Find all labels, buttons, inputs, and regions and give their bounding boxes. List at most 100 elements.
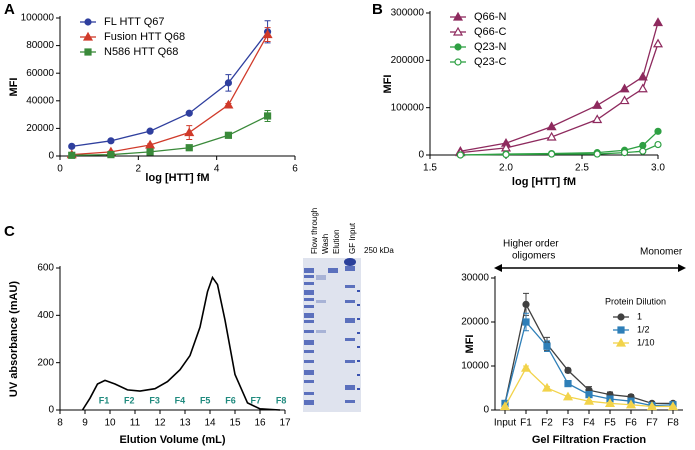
x-tick-label: F1 — [520, 418, 532, 429]
x-tick-label: 9 — [82, 418, 88, 429]
x-tick-label: 2 — [136, 164, 142, 175]
y-tick-label: 0 — [48, 151, 54, 162]
marker — [654, 140, 662, 149]
y-tick-label: 300000 — [391, 8, 425, 19]
x-tick-label: 13 — [179, 418, 191, 429]
gel-band — [357, 304, 360, 306]
marker — [107, 137, 115, 145]
gel-band — [357, 374, 360, 376]
fraction-label: F5 — [200, 395, 211, 405]
gel-band — [304, 290, 314, 295]
gel-lane-label: Flow through — [310, 208, 319, 254]
marker — [637, 83, 648, 93]
gel-band — [304, 305, 314, 308]
y-tick-label: 100000 — [21, 13, 55, 24]
gel-band — [316, 300, 326, 303]
marker — [546, 121, 557, 131]
legend-label: 1 — [637, 311, 642, 321]
gel-band — [304, 350, 314, 353]
marker — [564, 366, 572, 374]
marker — [185, 144, 193, 152]
y-tick-label: 40000 — [26, 95, 54, 106]
marker — [652, 17, 664, 27]
x-tick-label: 0 — [57, 164, 63, 175]
x-axis-label: Gel Filtration Fraction — [532, 434, 647, 446]
gel-band — [304, 380, 314, 383]
gel-band — [345, 300, 355, 303]
legend-marker — [82, 31, 94, 41]
series-line — [71, 115, 268, 156]
marker — [541, 382, 553, 392]
marker — [562, 391, 574, 401]
arrow-head — [678, 264, 686, 272]
y-tick-label: 200000 — [391, 55, 425, 66]
marker — [185, 109, 193, 117]
x-tick-label: 17 — [279, 418, 291, 429]
gel-band — [345, 338, 355, 341]
marker — [546, 131, 557, 141]
x-tick-label: 8 — [57, 418, 63, 429]
gel-band — [357, 388, 360, 390]
y-tick-label: 20000 — [26, 123, 54, 134]
legend-marker — [84, 48, 92, 56]
gel-band — [316, 330, 326, 333]
marker — [68, 142, 76, 150]
marker — [639, 147, 647, 155]
fraction-label: F7 — [251, 395, 262, 405]
y-tick-label: 200 — [37, 357, 54, 368]
x-tick-label: F3 — [562, 418, 574, 429]
legend-label: Q66-N — [474, 11, 506, 23]
gel-band — [304, 282, 314, 285]
marker — [543, 342, 551, 350]
x-tick-label: 10 — [104, 418, 116, 429]
y-tick-label: 0 — [48, 405, 54, 416]
x-tick-label: 3.0 — [651, 163, 665, 174]
legend-title: Protein Dilution — [605, 296, 666, 306]
gel-band — [304, 268, 314, 273]
marker — [667, 401, 679, 411]
gel-band — [357, 360, 360, 362]
gel-band — [357, 346, 360, 348]
marker — [520, 362, 532, 372]
fraction-label: F8 — [276, 395, 287, 405]
gel-band — [304, 320, 314, 323]
marker — [263, 112, 272, 120]
gel-band — [357, 332, 360, 334]
x-axis-label: Elution Volume (mL) — [119, 434, 225, 446]
x-tick-label: 2.0 — [499, 163, 513, 174]
x-axis-label: log [HTT] fM — [145, 172, 209, 184]
gel-band — [304, 298, 314, 301]
marker — [224, 131, 233, 139]
marker — [637, 71, 648, 81]
marker — [547, 150, 556, 158]
gel-band — [316, 275, 326, 280]
marker — [625, 399, 637, 409]
marker — [502, 150, 510, 159]
arrow-head — [494, 264, 502, 272]
marker — [456, 151, 464, 159]
y-axis-label: MFI — [382, 75, 394, 94]
x-tick-label: F5 — [604, 418, 616, 429]
gel-band — [357, 318, 360, 320]
marker — [564, 380, 572, 388]
annotation: Monomer — [640, 247, 683, 258]
x-tick-label: F6 — [625, 418, 637, 429]
marker — [592, 114, 603, 124]
marker — [224, 79, 233, 87]
gel-marker-label: 250 kDa — [364, 246, 394, 255]
legend-label: 1/10 — [637, 337, 655, 347]
legend-marker — [617, 326, 625, 334]
gel-band — [345, 360, 355, 363]
y-tick-label: 80000 — [26, 40, 54, 51]
marker — [146, 148, 154, 156]
gel-band — [345, 385, 355, 390]
y-axis-label: UV absorbance (mAU) — [8, 281, 20, 397]
gel-band — [304, 370, 314, 375]
marker — [620, 149, 629, 157]
gel-bands — [304, 258, 360, 405]
fraction-label: F3 — [149, 395, 160, 405]
marker — [68, 151, 76, 159]
legend-marker — [454, 43, 462, 51]
marker — [619, 95, 630, 105]
